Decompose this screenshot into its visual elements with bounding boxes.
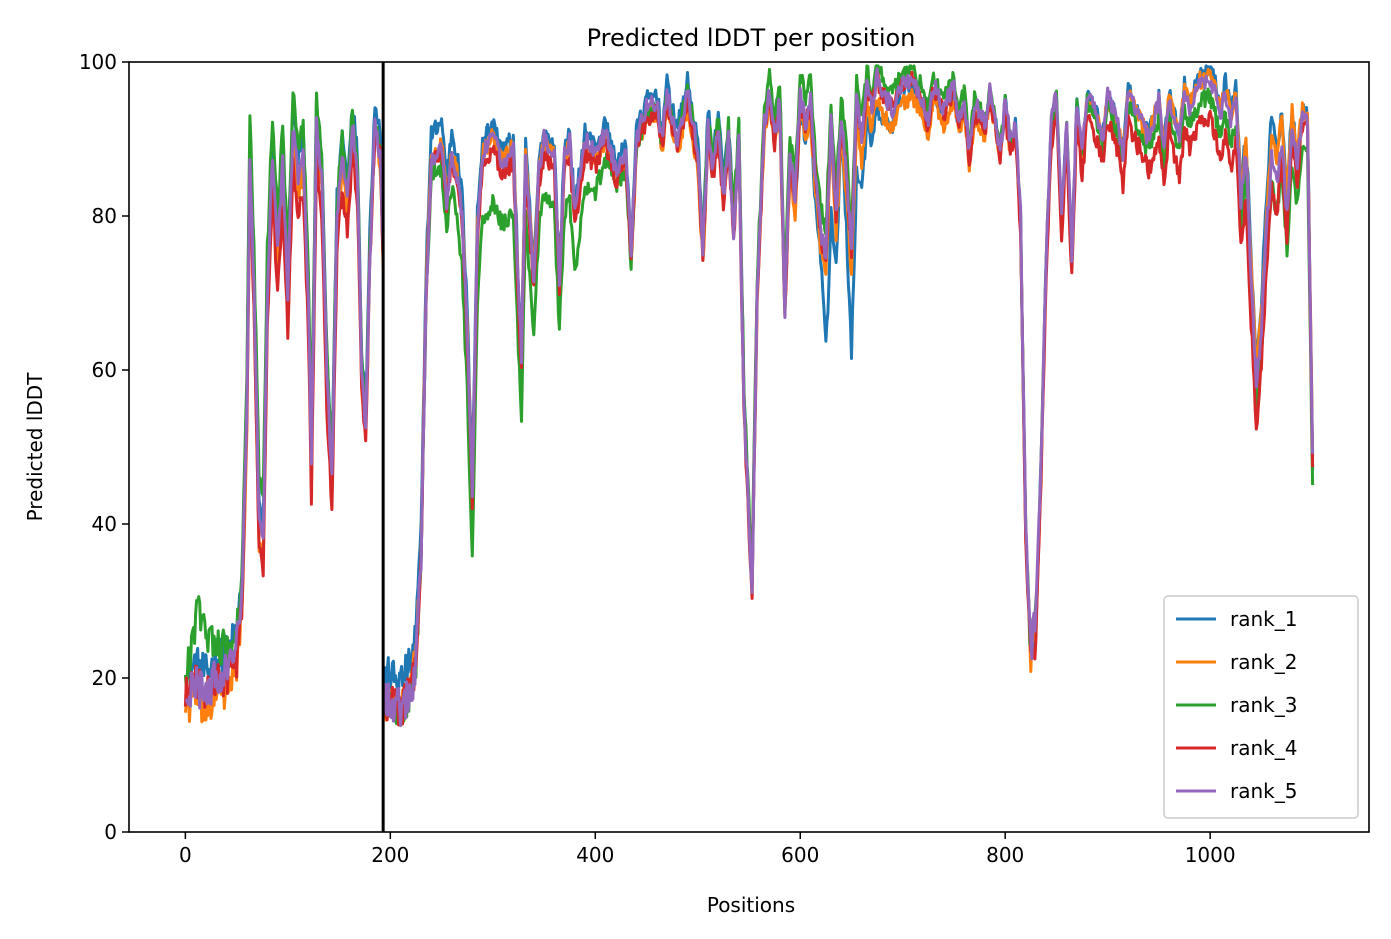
plot-area-frame [128, 61, 1370, 833]
x-axis-title: Positions [707, 893, 795, 917]
legend-label-rank_2: rank_2 [1230, 650, 1297, 674]
y-tick-label: 40 [92, 512, 117, 536]
x-axis: 0 200 400 600 800 1000 [179, 832, 1236, 867]
series-line-rank_5 [383, 67, 1315, 728]
x-tick-label: 200 [371, 843, 409, 867]
y-tick-label: 60 [92, 358, 117, 382]
series-lines [183, 64, 1315, 728]
y-axis: 0 20 40 60 80 100 [79, 50, 129, 844]
legend: rank_1 rank_2 rank_3 rank_4 rank_5 [1163, 595, 1359, 819]
y-tick-label: 20 [92, 666, 117, 690]
y-axis-title: Predicted lDDT [23, 372, 47, 522]
legend-label-rank_4: rank_4 [1230, 736, 1297, 760]
y-tick-label: 0 [104, 820, 117, 844]
legend-box [1163, 595, 1359, 819]
x-tick-label: 400 [576, 843, 614, 867]
legend-label-rank_3: rank_3 [1230, 693, 1297, 717]
legend-label-rank_1: rank_1 [1230, 607, 1297, 631]
series-line-rank_4 [183, 131, 385, 709]
x-tick-label: 0 [179, 843, 192, 867]
y-tick-label: 80 [92, 204, 117, 228]
x-tick-label: 1000 [1185, 843, 1236, 867]
x-tick-label: 600 [781, 843, 819, 867]
legend-label-rank_5: rank_5 [1230, 779, 1297, 803]
y-tick-label: 100 [79, 50, 117, 74]
x-tick-label: 800 [986, 843, 1024, 867]
chart-title: Predicted lDDT per position [587, 24, 916, 52]
series-line-rank_5 [184, 116, 385, 710]
